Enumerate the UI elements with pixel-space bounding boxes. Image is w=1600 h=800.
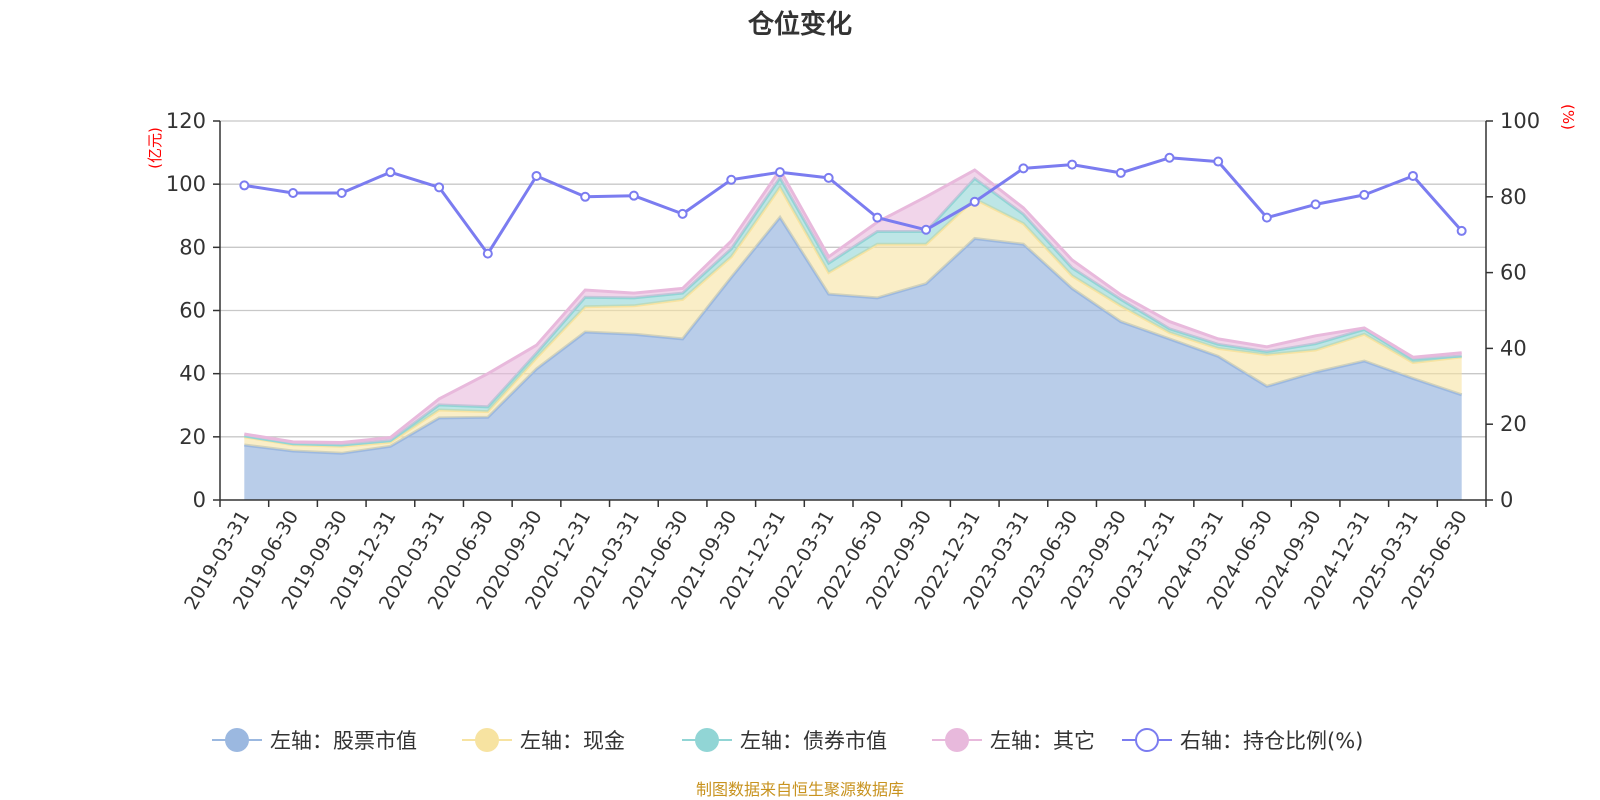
left-axis-tick-label: 0 <box>193 488 206 512</box>
ratio-point <box>1261 212 1272 223</box>
right-axis-tick-label: 20 <box>1500 412 1527 436</box>
ratio-point <box>1115 167 1126 178</box>
ratio-point <box>482 248 493 259</box>
right-axis-tick-label: 60 <box>1500 261 1527 285</box>
ratio-point <box>726 174 737 185</box>
left-axis-tick-label: 40 <box>179 362 206 386</box>
ratio-point <box>628 190 639 201</box>
ratio-point <box>1213 156 1224 167</box>
stacked-areas <box>244 167 1463 501</box>
legend-label: 右轴：持仓比例(%) <box>1180 729 1363 753</box>
right-axis-tick-label: 80 <box>1500 185 1527 209</box>
ratio-line <box>239 152 1467 259</box>
ratio-point <box>677 208 688 219</box>
legend-item: 左轴：股票市值 <box>212 728 417 753</box>
ratio-point <box>872 212 883 223</box>
ratio-point <box>580 191 591 202</box>
ratio-point <box>1067 159 1078 170</box>
legend-label: 左轴：股票市值 <box>270 729 417 753</box>
ratio-point <box>921 224 932 235</box>
ratio-point <box>531 170 542 181</box>
ratio-point <box>823 172 834 183</box>
right-axis-unit: (%) <box>1559 104 1577 130</box>
left-axis-tick-label: 60 <box>179 299 206 323</box>
legend-swatch-marker <box>1135 728 1159 752</box>
area-series-4-edge <box>244 167 1462 445</box>
chart-title: 仓位变化 <box>747 9 852 40</box>
ratio-point <box>1456 225 1467 236</box>
right-axis-tick-label: 0 <box>1500 488 1513 512</box>
left-axis-tick-label: 100 <box>166 172 206 196</box>
legend-swatch-marker <box>945 728 969 752</box>
legend-swatch-marker <box>225 728 249 752</box>
ratio-point <box>774 167 785 178</box>
left-axis-tick-label: 80 <box>179 235 206 259</box>
ratio-point <box>1407 170 1418 181</box>
legend-item: 右轴：持仓比例(%) <box>1122 728 1363 753</box>
legend: 左轴：股票市值 左轴：现金 左轴：债券市值 左轴：其它 右轴：持仓比例(%) <box>212 728 1363 753</box>
left-axis-tick-label: 20 <box>179 425 206 449</box>
ratio-point <box>385 167 396 178</box>
legend-swatch-marker <box>695 728 719 752</box>
right-axis-tick-label: 40 <box>1500 336 1527 360</box>
ratio-point <box>1359 189 1370 200</box>
ratio-point <box>1310 199 1321 210</box>
legend-item: 左轴：其它 <box>932 728 1095 753</box>
ratio-point <box>969 196 980 207</box>
legend-item: 左轴：债券市值 <box>682 728 887 753</box>
area-series-1 <box>244 217 1462 501</box>
legend-swatch-marker <box>475 728 499 752</box>
ratio-point <box>336 188 347 199</box>
legend-item: 左轴：现金 <box>462 728 625 753</box>
ratio-point <box>434 182 445 193</box>
ratio-point <box>1018 163 1029 174</box>
ratio-point <box>1164 152 1175 163</box>
ratio-point <box>239 180 250 191</box>
legend-label: 左轴：现金 <box>520 729 625 753</box>
legend-label: 左轴：债券市值 <box>740 729 887 753</box>
left-axis-unit: (亿元) <box>146 127 164 169</box>
right-axis-tick-label: 100 <box>1500 109 1540 133</box>
left-axis-tick-label: 120 <box>166 109 206 133</box>
ratio-point <box>288 188 299 199</box>
legend-label: 左轴：其它 <box>990 729 1095 753</box>
ratio-line-path <box>244 156 1463 256</box>
source-note: 制图数据来自恒生聚源数据库 <box>696 780 904 799</box>
